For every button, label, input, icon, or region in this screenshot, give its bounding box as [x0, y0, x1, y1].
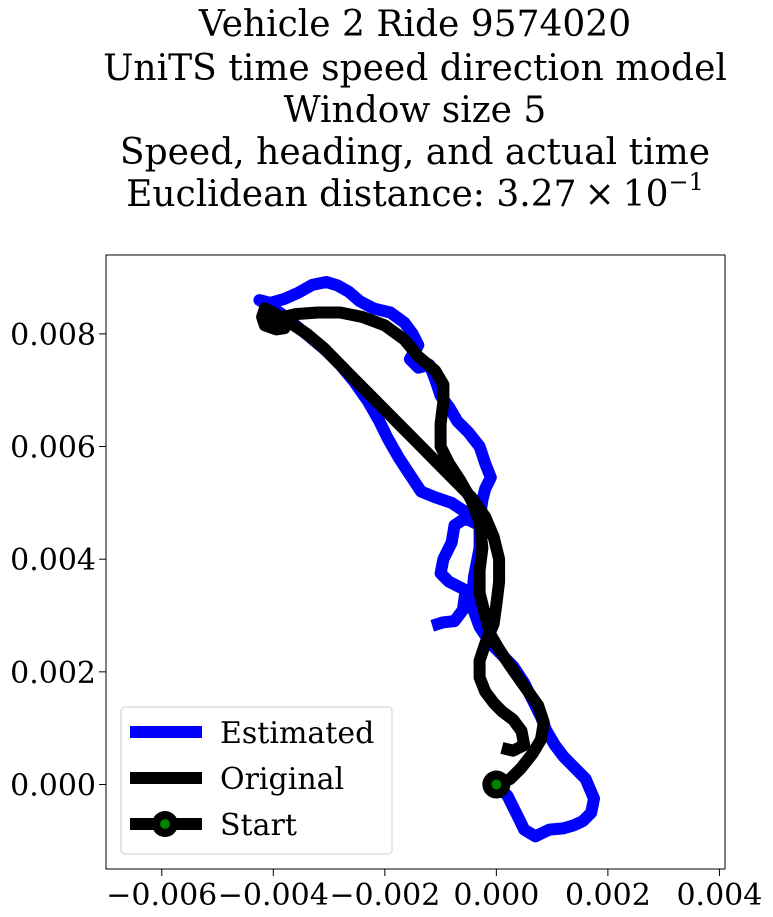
x-axis: −0.006 −0.004 −0.002 0.000 0.002 0.004	[106, 869, 762, 913]
legend-label-estimated: Estimated	[220, 716, 374, 751]
title-line-5-base: 10	[623, 174, 669, 215]
x-tick-label: −0.006	[106, 878, 217, 913]
x-tick-label: 0.002	[565, 878, 651, 913]
title-line-5-exponent: −1	[669, 168, 704, 196]
plot-frame	[105, 254, 726, 870]
title-line-3: Window size 5	[284, 90, 547, 131]
legend-swatch-start-marker-face	[160, 819, 170, 829]
series-layer	[253, 276, 600, 843]
legend-box	[120, 706, 393, 855]
x-tick-label: 0.000	[453, 878, 539, 913]
title-line-5-prefix: Euclidean distance: 3.27	[126, 174, 576, 215]
start-marker-face	[491, 779, 502, 790]
y-tick-label: 0.004	[10, 543, 96, 578]
x-tick-label: −0.004	[218, 878, 329, 913]
start-layer	[482, 770, 511, 799]
legend-label-start: Start	[220, 808, 297, 843]
y-tick-label: 0.008	[10, 318, 96, 353]
y-axis: 0.000 0.002 0.004 0.006 0.008	[10, 318, 106, 804]
title-line-5-times: ×	[585, 174, 615, 215]
title-line-2: UniTS time speed direction model	[103, 48, 727, 89]
title-line-1: Vehicle 2 Ride 9574020	[198, 4, 631, 45]
legend-label-original: Original	[220, 762, 344, 797]
y-tick-label: 0.002	[10, 656, 96, 691]
title-line-5: Euclidean distance: 3.27 × 10−1	[126, 168, 704, 215]
legend: Estimated Original Start	[120, 706, 393, 855]
series-line-original	[256, 302, 550, 791]
y-tick-label: 0.006	[10, 431, 96, 466]
y-tick-label: 0.000	[10, 769, 96, 804]
x-tick-label: −0.002	[329, 878, 440, 913]
title-line-4: Speed, heading, and actual time	[120, 132, 710, 173]
x-tick-label: 0.004	[676, 878, 762, 913]
chart-title: Vehicle 2 Ride 9574020 UniTS time speed …	[103, 4, 727, 215]
